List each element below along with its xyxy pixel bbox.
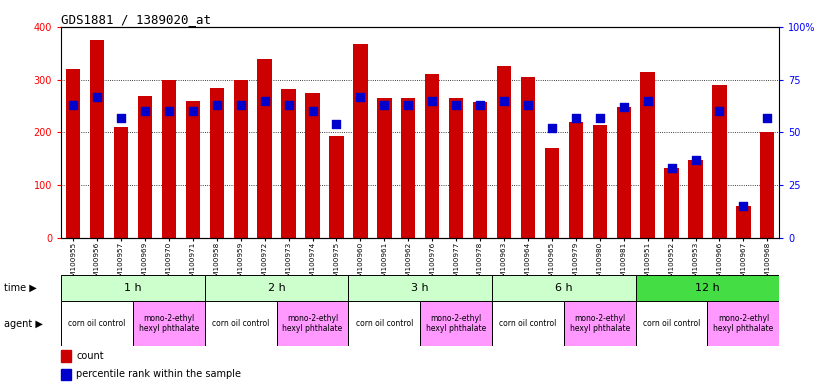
Point (211, 102, 224, 108)
Point (545, 125, 558, 131)
Text: time ▶: time ▶ (4, 283, 37, 293)
Text: corn oil control: corn oil control (212, 319, 269, 328)
Point (186, 108, 199, 114)
Point (689, 157, 702, 163)
Bar (61, 350, 70, 362)
Bar (664, 168, 679, 238)
Bar (545, 148, 559, 238)
Bar (61, 301, 133, 346)
Text: corn oil control: corn oil control (356, 319, 413, 328)
Text: corn oil control: corn oil control (69, 319, 126, 328)
Bar (162, 79, 176, 238)
Bar (492, 275, 636, 301)
Point (258, 98, 271, 104)
Bar (258, 58, 272, 238)
Point (617, 104, 630, 110)
Bar (497, 66, 511, 238)
Text: agent ▶: agent ▶ (4, 318, 43, 329)
Bar (473, 102, 487, 238)
Bar (277, 301, 348, 346)
Bar (377, 98, 392, 238)
Text: 2 h: 2 h (268, 283, 286, 293)
Text: count: count (76, 351, 104, 361)
Bar (305, 93, 320, 238)
Bar (401, 98, 415, 238)
Text: mono-2-ethyl
hexyl phthalate: mono-2-ethyl hexyl phthalate (282, 314, 343, 333)
Bar (636, 275, 779, 301)
Point (426, 98, 439, 104)
Bar (617, 107, 631, 238)
Text: mono-2-ethyl
hexyl phthalate: mono-2-ethyl hexyl phthalate (713, 314, 774, 333)
Point (570, 114, 583, 121)
Text: 6 h: 6 h (555, 283, 573, 293)
Text: 3 h: 3 h (411, 283, 429, 293)
Point (737, 204, 750, 210)
Point (139, 108, 152, 114)
Text: mono-2-ethyl
hexyl phthalate: mono-2-ethyl hexyl phthalate (426, 314, 486, 333)
Point (162, 108, 175, 114)
Bar (114, 127, 128, 238)
Bar (348, 301, 420, 346)
Point (306, 108, 319, 114)
Text: 1 h: 1 h (124, 283, 142, 293)
Point (473, 102, 486, 108)
Bar (348, 275, 492, 301)
Bar (449, 98, 463, 238)
Bar (205, 275, 348, 301)
Bar (761, 132, 774, 238)
Bar (425, 74, 439, 238)
Bar (90, 40, 104, 238)
Point (593, 114, 606, 121)
Point (234, 102, 247, 108)
Bar (61, 275, 205, 301)
Bar (420, 301, 492, 346)
Point (282, 102, 295, 108)
Point (330, 121, 343, 127)
Bar (282, 89, 295, 238)
Bar (330, 136, 344, 238)
Bar (186, 101, 200, 238)
Point (521, 102, 534, 108)
Bar (564, 301, 636, 346)
Text: corn oil control: corn oil control (643, 319, 700, 328)
Bar (641, 72, 654, 238)
Bar (61, 369, 70, 380)
Point (761, 114, 774, 121)
Bar (66, 69, 80, 238)
Text: mono-2-ethyl
hexyl phthalate: mono-2-ethyl hexyl phthalate (139, 314, 199, 333)
Point (114, 114, 127, 121)
Bar (233, 79, 248, 238)
Text: 12 h: 12 h (695, 283, 720, 293)
Bar (205, 301, 277, 346)
Bar (569, 122, 583, 238)
Point (354, 93, 367, 99)
Text: corn oil control: corn oil control (499, 319, 557, 328)
Bar (707, 301, 779, 346)
Point (498, 98, 511, 104)
Text: GDS1881 / 1389020_at: GDS1881 / 1389020_at (61, 13, 211, 26)
Bar (210, 88, 224, 238)
Bar (636, 301, 707, 346)
Bar (492, 301, 564, 346)
Bar (138, 96, 152, 238)
Point (665, 165, 678, 171)
Bar (736, 207, 751, 238)
Bar (689, 160, 703, 238)
Point (378, 102, 391, 108)
Point (450, 102, 463, 108)
Bar (521, 77, 535, 238)
Point (401, 102, 415, 108)
Point (91, 93, 104, 99)
Bar (712, 85, 726, 238)
Bar (353, 44, 367, 238)
Point (713, 108, 726, 114)
Point (641, 98, 654, 104)
Point (67, 102, 80, 108)
Bar (592, 124, 607, 238)
Text: mono-2-ethyl
hexyl phthalate: mono-2-ethyl hexyl phthalate (570, 314, 630, 333)
Bar (133, 301, 205, 346)
Text: percentile rank within the sample: percentile rank within the sample (76, 369, 242, 379)
